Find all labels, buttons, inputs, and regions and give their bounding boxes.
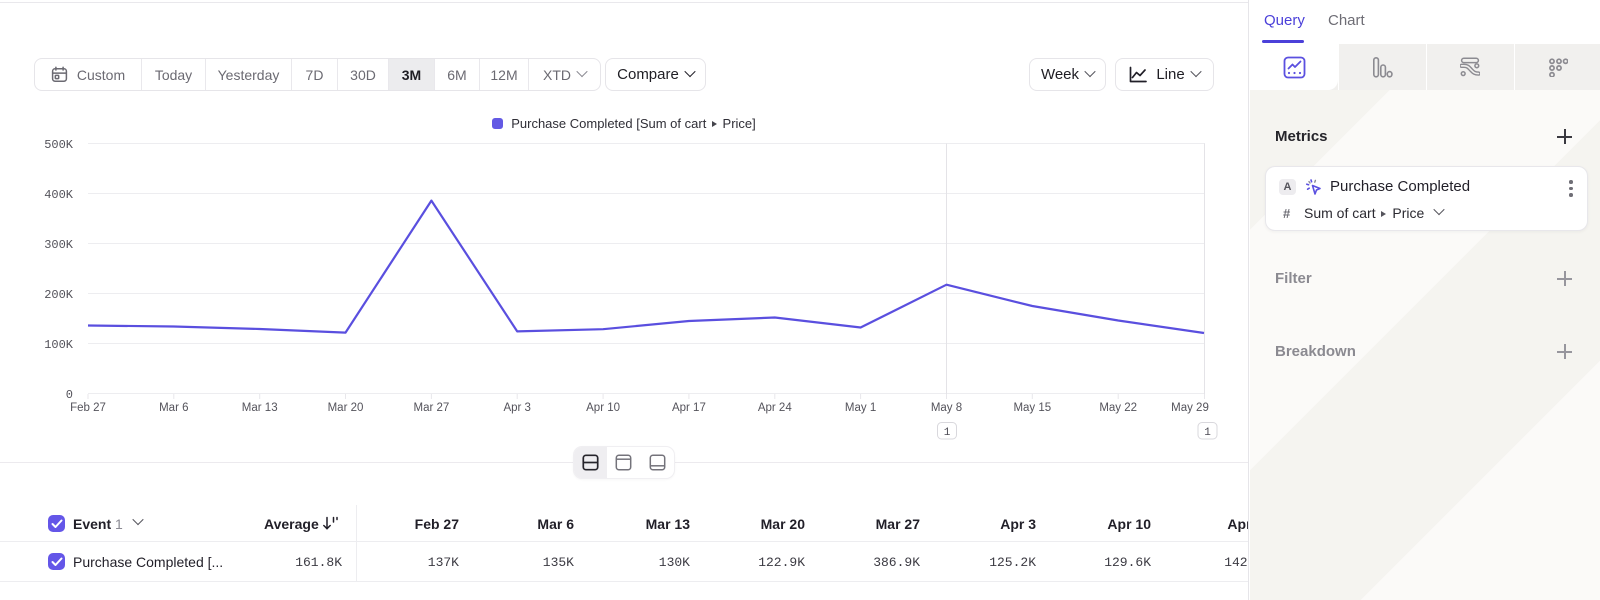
- svg-text:Apr 3: Apr 3: [503, 402, 531, 414]
- svg-text:Apr 10: Apr 10: [586, 402, 620, 414]
- svg-text:Mar 13: Mar 13: [242, 402, 278, 414]
- svg-text:200K: 200K: [44, 288, 74, 302]
- svg-text:May 29: May 29: [1171, 402, 1209, 414]
- svg-text:100K: 100K: [44, 338, 74, 352]
- svg-text:1: 1: [1204, 427, 1211, 439]
- svg-text:May 8: May 8: [931, 402, 962, 414]
- svg-text:0: 0: [66, 388, 73, 402]
- svg-text:300K: 300K: [44, 238, 74, 252]
- svg-text:Mar 20: Mar 20: [328, 402, 364, 414]
- svg-text:Apr 24: Apr 24: [758, 402, 792, 414]
- svg-text:May 1: May 1: [845, 402, 876, 414]
- svg-text:May 22: May 22: [1099, 402, 1137, 414]
- svg-text:400K: 400K: [44, 188, 74, 202]
- svg-text:500K: 500K: [44, 138, 74, 152]
- svg-text:Mar 6: Mar 6: [159, 402, 188, 414]
- svg-text:Feb 27: Feb 27: [70, 402, 106, 414]
- svg-text:Apr 17: Apr 17: [672, 402, 706, 414]
- svg-text:May 15: May 15: [1013, 402, 1051, 414]
- svg-text:Mar 27: Mar 27: [414, 402, 450, 414]
- svg-text:1: 1: [944, 427, 951, 439]
